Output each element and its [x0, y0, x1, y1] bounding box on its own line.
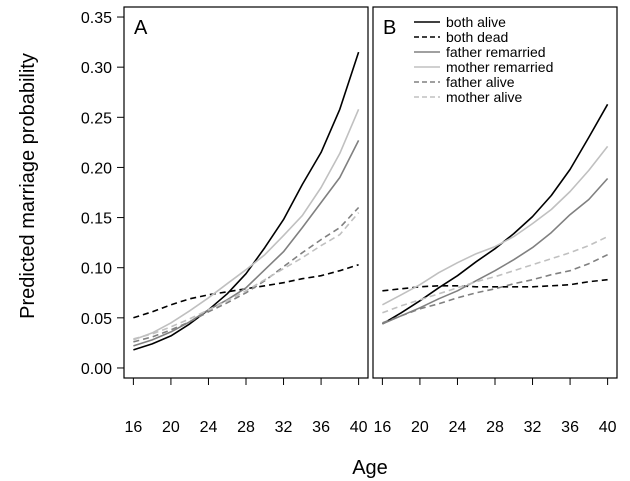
series-line-father-remarried	[382, 177, 609, 325]
y-tick-label: 0.20	[81, 160, 112, 177]
x-tick-label: 40	[599, 419, 617, 436]
legend-label-father-alive: father alive	[446, 74, 515, 90]
panel-label: B	[383, 17, 396, 39]
x-tick-label: 28	[237, 419, 255, 436]
x-axis-title: Age	[352, 457, 388, 479]
x-tick-label: 20	[162, 419, 180, 436]
y-tick-label: 0.30	[81, 60, 112, 77]
x-tick-label: 36	[312, 419, 330, 436]
y-tick-label: 0.35	[81, 10, 112, 27]
y-axis-title: Predicted marriage probability	[17, 53, 39, 319]
x-tick-label: 32	[275, 419, 293, 436]
x-tick-label: 32	[524, 419, 542, 436]
series-line-mother-remarried	[133, 108, 360, 341]
series-line-mother-remarried	[382, 145, 609, 306]
x-tick-label: 16	[373, 419, 391, 436]
legend-label-both-alive: both alive	[446, 14, 506, 30]
y-tick-label: 0.25	[81, 110, 112, 127]
x-tick-label: 24	[449, 419, 467, 436]
chart-panels: 16 20 24 28 32 36 40 0.00 0.05 0.10 0.15 0.20 0.25 0.…	[81, 6, 618, 436]
panel-label: A	[134, 17, 148, 39]
panel-frame	[123, 6, 369, 379]
series-line-both-dead	[382, 278, 608, 292]
x-tick-label: 24	[200, 419, 218, 436]
y-tick-label: 0.15	[81, 211, 112, 228]
y-tick-label: 0.05	[81, 311, 112, 328]
panel-a: 16 20 24 28 32 36 40 0.00 0.05 0.10 0.15 0.20 0.25 0.…	[81, 6, 369, 436]
series-line-father-alive	[382, 253, 608, 324]
x-tick-label: 36	[561, 419, 579, 436]
series-line-father-alive	[133, 206, 360, 343]
x-tick-label: 28	[486, 419, 504, 436]
x-tick-label: 16	[124, 419, 142, 436]
x-tick-label: 40	[350, 419, 368, 436]
series-line-father-remarried	[133, 140, 360, 347]
series-line-mother-alive	[133, 212, 360, 340]
y-tick-label: 0.00	[81, 361, 112, 378]
legend-label-father-remarried: father remarried	[446, 44, 546, 60]
series-line-both-alive	[381, 103, 609, 325]
series-line-both-dead	[133, 263, 359, 319]
legend-label-mother-alive: mother alive	[446, 89, 522, 105]
y-tick-label: 0.10	[81, 261, 112, 278]
x-tick-label: 20	[411, 419, 429, 436]
legend-label-both-dead: both dead	[446, 29, 508, 45]
series-line-both-alive	[133, 51, 360, 351]
legend-label-mother-remarried: mother remarried	[446, 59, 553, 75]
